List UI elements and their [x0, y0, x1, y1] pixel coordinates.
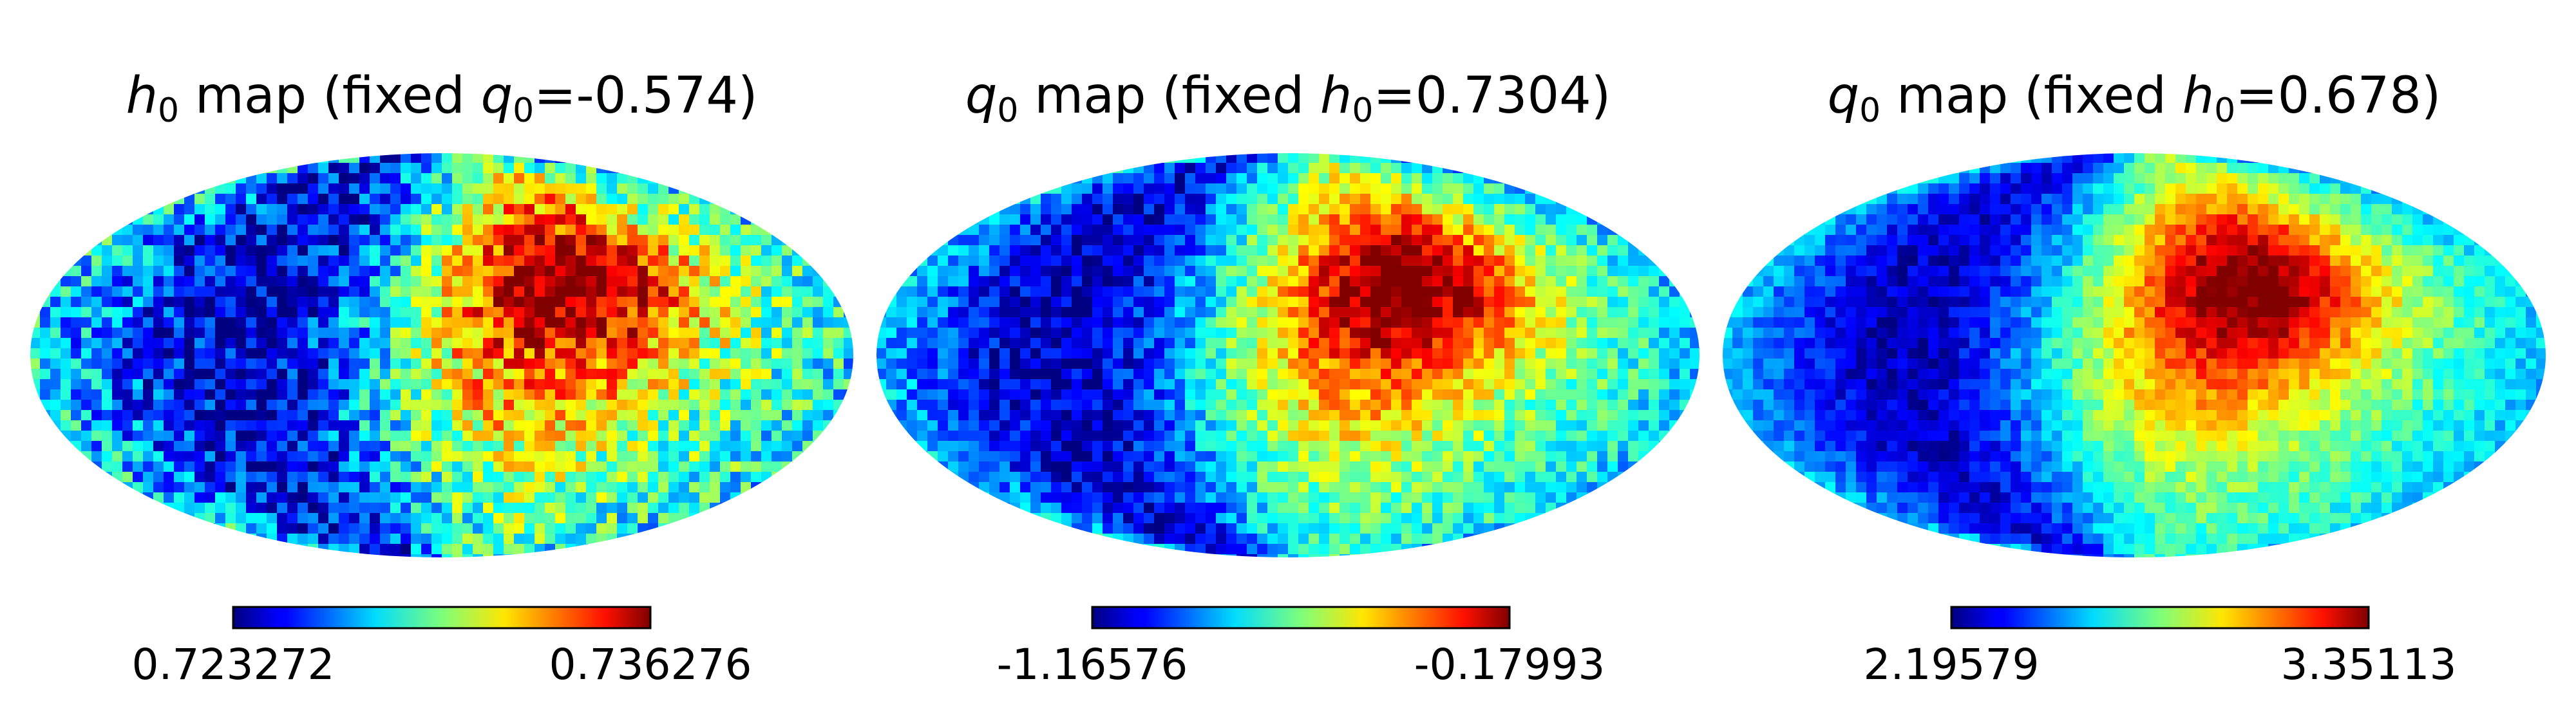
panel-2-colorbar-max: 3.35113: [2281, 640, 2457, 689]
panel-0-colorbar: [232, 606, 652, 629]
panel-2-colorbar: [1950, 606, 2370, 629]
panel-0: h0 map (fixed q0=-0.574) 0.723272 0.7362…: [29, 67, 855, 689]
panel-2-sky-map: [1722, 153, 2546, 558]
panel-2: q0 map (fixed h0=0.678) 2.19579 3.35113: [1721, 67, 2547, 689]
panel-0-title: h0 map (fixed q0=-0.574): [126, 67, 758, 130]
panel-0-colorbar-min: 0.723272: [132, 640, 335, 689]
panel-0-colorbar-max: 0.736276: [549, 640, 752, 689]
panel-2-title: q0 map (fixed h0=0.678): [1828, 67, 2441, 130]
panel-1-map-outline: [875, 152, 1701, 559]
panel-2-map-outline: [1721, 152, 2547, 559]
panel-1-colorbar: [1091, 606, 1511, 629]
panel-0-sky-map: [30, 153, 854, 558]
panel-1-colorbar-min: -1.16576: [997, 640, 1188, 689]
panel-1-title: q0 map (fixed h0=0.7304): [965, 67, 1611, 130]
panel-1-sky-map: [876, 153, 1700, 558]
panel-1-colorbar-max: -0.17993: [1414, 640, 1605, 689]
panel-0-map-outline: [29, 152, 855, 559]
panel-2-colorbar-min: 2.19579: [1864, 640, 2040, 689]
panel-1: q0 map (fixed h0=0.7304) -1.16576 -0.179…: [875, 67, 1701, 689]
